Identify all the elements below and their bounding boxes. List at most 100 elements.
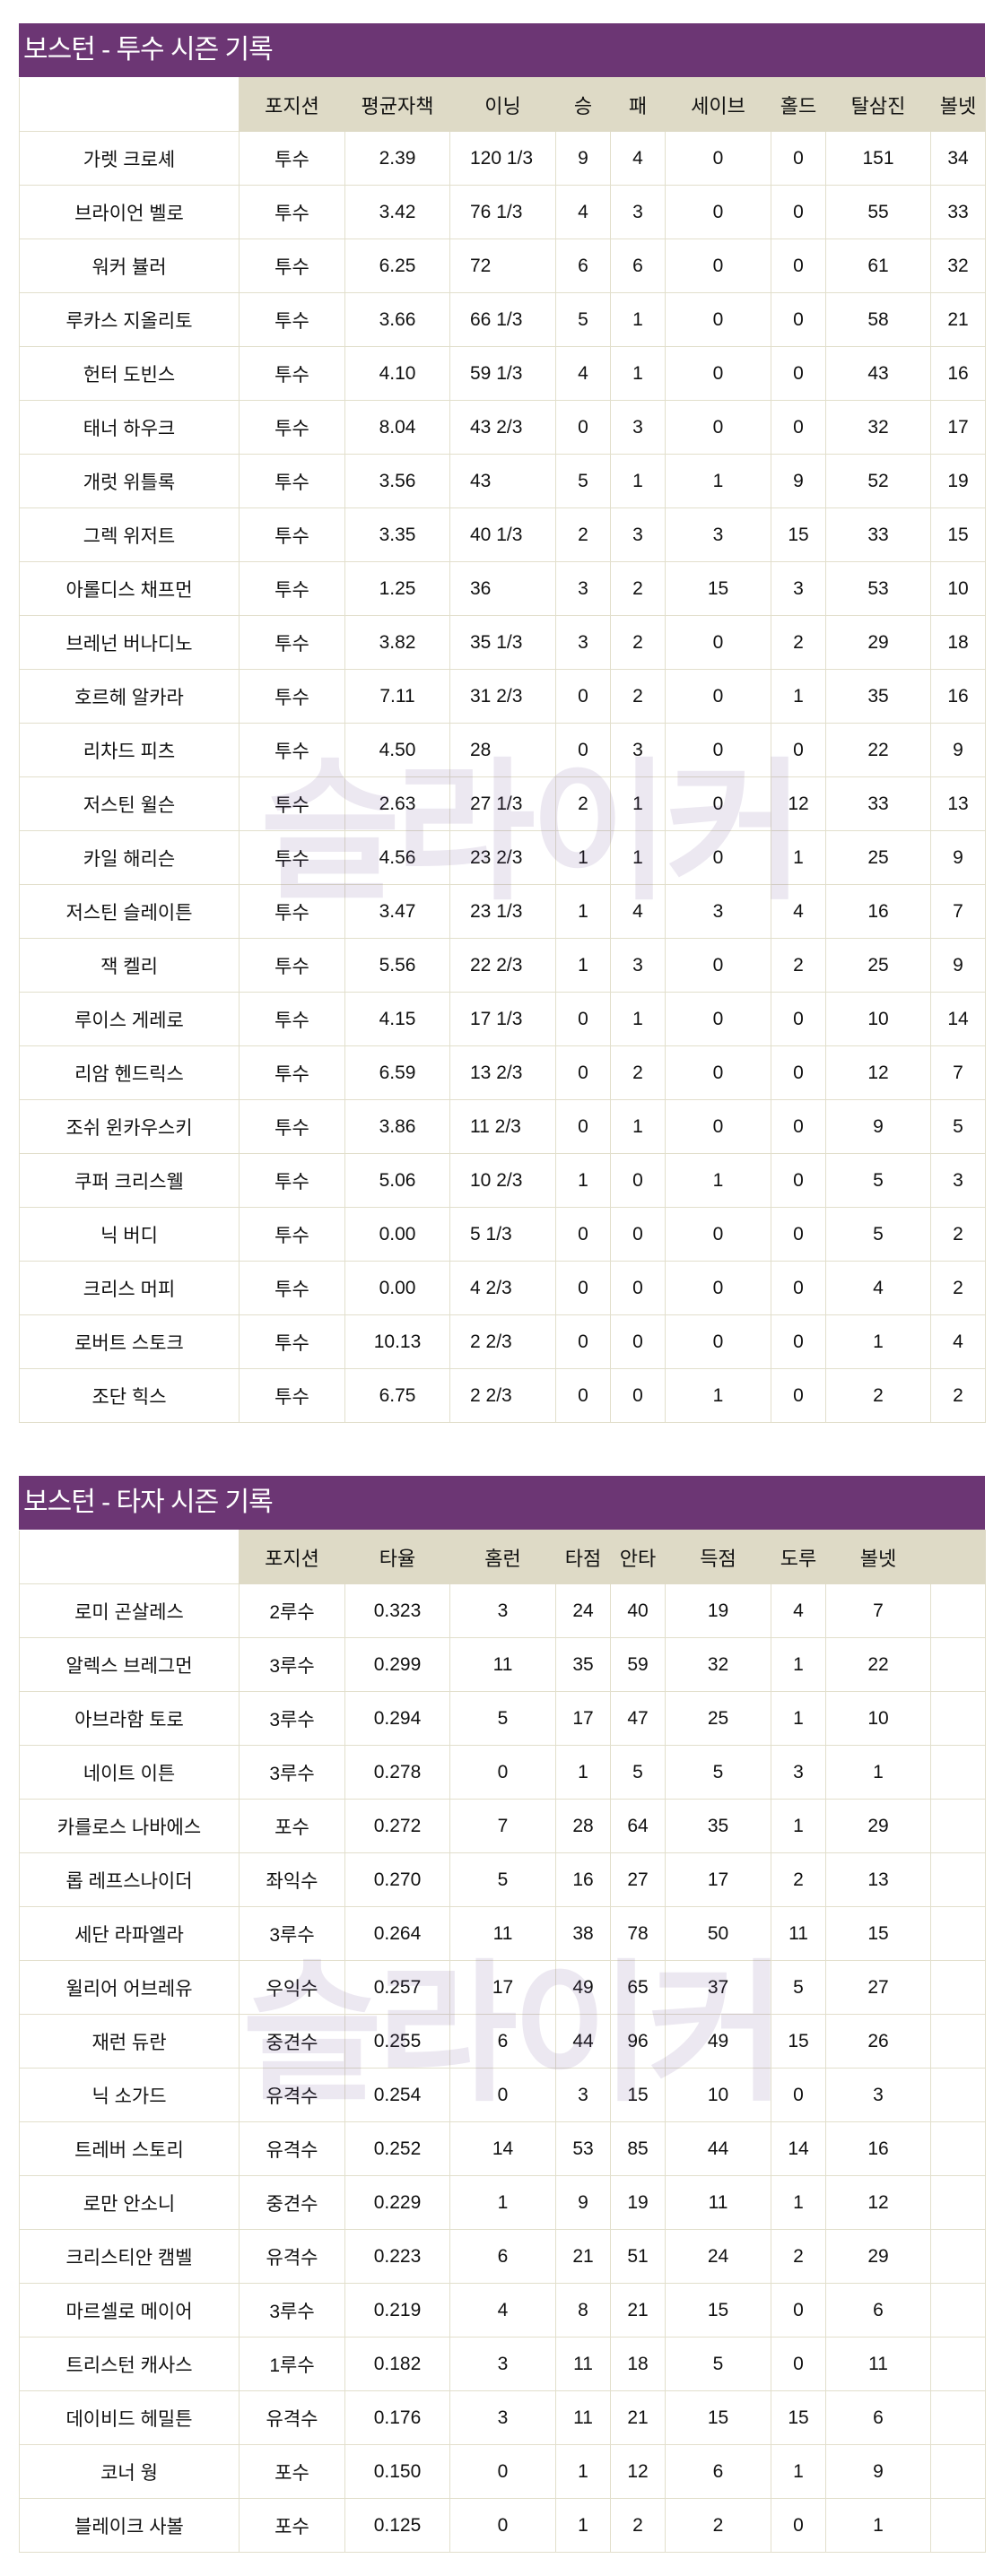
stat-cell: 15 xyxy=(610,2068,666,2122)
stat-cell xyxy=(930,1637,986,1692)
player-name: 저스틴 윌슨 xyxy=(19,776,240,831)
table-row: 데이비드 헤밀튼 유격수 0.176 3 11 21 15 15 6 xyxy=(19,2390,986,2445)
stat-cell: 투수 xyxy=(239,1261,345,1315)
stat-cell: 4 xyxy=(930,1314,986,1369)
stat-cell: 35 xyxy=(555,1637,611,1692)
pitcher-stats-section: 보스턴 - 투수 시즌 기록 포지션 평균자책 이닝 승 패 세이브 홀드 탈삼진 볼넷 가렛 … xyxy=(19,23,986,1423)
table-row: 루카스 지올리토 투수 3.66 66 1/3 5 1 0 0 58 21 xyxy=(19,292,986,347)
stat-cell: 51 xyxy=(610,2229,666,2284)
stat-cell: 7.11 xyxy=(344,669,450,724)
stat-cell: 0 xyxy=(771,2283,826,2337)
table-row: 재런 듀란 중견수 0.255 6 44 96 49 15 26 xyxy=(19,2014,986,2069)
column-header: 승 xyxy=(555,77,611,132)
stat-cell: 3 xyxy=(610,185,666,239)
stat-cell: 43 xyxy=(825,346,931,401)
stat-cell: 투수 xyxy=(239,292,345,347)
stat-cell: 3루수 xyxy=(239,1691,345,1746)
stat-cell: 0.252 xyxy=(344,2121,450,2176)
stat-cell: 투수 xyxy=(239,1153,345,1208)
stat-cell: 13 2/3 xyxy=(449,1045,556,1100)
stat-cell: 0 xyxy=(771,1153,826,1208)
stat-cell: 11 xyxy=(555,2390,611,2445)
stat-cell: 투수 xyxy=(239,1314,345,1369)
table-row: 윌리어 어브레유 우익수 0.257 17 49 65 37 5 27 xyxy=(19,1960,986,2015)
table-row: 워커 뷸러 투수 6.25 72 6 6 0 0 61 32 xyxy=(19,239,986,293)
stat-cell xyxy=(930,2444,986,2499)
stat-cell: 64 xyxy=(610,1799,666,1853)
stat-cell: 27 xyxy=(825,1960,931,2015)
stat-cell: 78 xyxy=(610,1906,666,1961)
stat-cell: 55 xyxy=(825,185,931,239)
stat-cell: 44 xyxy=(555,2014,611,2069)
table-row: 크리스 머피 투수 0.00 4 2/3 0 0 0 0 4 2 xyxy=(19,1261,986,1315)
column-header: 포지션 xyxy=(239,1530,345,1584)
stat-cell: 11 xyxy=(449,1637,556,1692)
stat-cell: 19 xyxy=(610,2175,666,2230)
stat-cell: 0 xyxy=(665,1099,771,1154)
stat-cell: 투수 xyxy=(239,1207,345,1262)
column-header: 평균자책 xyxy=(344,77,450,132)
column-header: 홀드 xyxy=(771,77,826,132)
stat-cell: 3루수 xyxy=(239,1637,345,1692)
stat-cell xyxy=(930,2390,986,2445)
stat-cell: 1 xyxy=(771,2175,826,2230)
stat-cell: 8 xyxy=(555,2283,611,2337)
player-name: 트리스턴 캐사스 xyxy=(19,2337,240,2391)
stat-cell: 19 xyxy=(665,1583,771,1638)
stat-cell: 3 xyxy=(825,2068,931,2122)
stat-cell: 1 xyxy=(825,1314,931,1369)
stat-cell: 5 xyxy=(449,1691,556,1746)
stat-cell: 52 xyxy=(825,454,931,508)
stat-cell: 중견수 xyxy=(239,2175,345,2230)
stat-cell: 25 xyxy=(825,938,931,993)
stat-cell: 0 xyxy=(665,400,771,455)
stat-cell: 15 xyxy=(930,507,986,562)
stat-cell: 11 xyxy=(449,1906,556,1961)
stat-cell: 85 xyxy=(610,2121,666,2176)
stat-cell: 32 xyxy=(930,239,986,293)
stat-cell: 7 xyxy=(449,1799,556,1853)
stat-cell: 유격수 xyxy=(239,2390,345,2445)
player-name: 태너 하우크 xyxy=(19,400,240,455)
stat-cell: 포수 xyxy=(239,2498,345,2553)
stat-cell: 투수 xyxy=(239,346,345,401)
player-name: 조단 힉스 xyxy=(19,1368,240,1423)
stat-cell: 5 xyxy=(825,1153,931,1208)
stat-cell: 15 xyxy=(771,2390,826,2445)
stat-cell: 3 xyxy=(555,2068,611,2122)
stat-cell xyxy=(930,1583,986,1638)
table-row: 개럿 위틀록 투수 3.56 43 5 1 1 9 52 19 xyxy=(19,454,986,508)
player-name: 개럿 위틀록 xyxy=(19,454,240,508)
stat-cell: 66 1/3 xyxy=(449,292,556,347)
stat-cell: 0 xyxy=(610,1314,666,1369)
stat-cell: 0 xyxy=(555,400,611,455)
player-name: 네이트 이튼 xyxy=(19,1745,240,1800)
stat-cell: 32 xyxy=(665,1637,771,1692)
stat-cell: 투수 xyxy=(239,1368,345,1423)
stat-cell: 1 xyxy=(610,1099,666,1154)
stat-cell: 3 xyxy=(771,561,826,616)
stat-cell: 5 xyxy=(449,1852,556,1907)
player-name: 그렉 위저트 xyxy=(19,507,240,562)
column-header: 볼넷 xyxy=(825,1530,931,1584)
stat-cell: 0.150 xyxy=(344,2444,450,2499)
table-row: 롭 레프스나이더 좌익수 0.270 5 16 27 17 2 13 xyxy=(19,1852,986,1907)
column-header: 홈런 xyxy=(449,1530,556,1584)
stat-cell: 3 xyxy=(449,2337,556,2391)
stat-cell: 3 xyxy=(555,615,611,670)
stat-cell: 유격수 xyxy=(239,2068,345,2122)
stat-cell: 10 xyxy=(825,1691,931,1746)
stat-cell: 21 xyxy=(930,292,986,347)
stat-cell: 43 xyxy=(449,454,556,508)
stat-cell: 0.125 xyxy=(344,2498,450,2553)
player-name: 리차드 피츠 xyxy=(19,723,240,777)
stat-cell: 0 xyxy=(610,1153,666,1208)
stat-cell: 33 xyxy=(930,185,986,239)
stat-cell: 5 xyxy=(665,2337,771,2391)
stat-cell: 15 xyxy=(825,1906,931,1961)
table-row: 쿠퍼 크리스웰 투수 5.06 10 2/3 1 0 1 0 5 3 xyxy=(19,1153,986,1208)
batter-stats-table: 포지션 타율 홈런 타점 안타 득점 도루 볼넷 로미 곤살레스 2루수 0.323 3 24 40 19… xyxy=(19,1530,986,2553)
stat-cell: 24 xyxy=(665,2229,771,2284)
stat-cell: 9 xyxy=(825,2444,931,2499)
stat-cell: 2 xyxy=(771,615,826,670)
